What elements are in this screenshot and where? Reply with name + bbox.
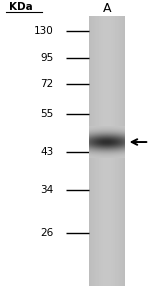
Text: 130: 130 [33,26,53,36]
Text: KDa: KDa [9,1,33,12]
Text: 55: 55 [40,109,53,119]
Bar [89,16,124,286]
Text: 43: 43 [40,147,53,158]
Text: 26: 26 [40,228,53,238]
Text: 95: 95 [40,53,53,63]
Text: 34: 34 [40,185,53,195]
Text: A: A [103,2,111,16]
Text: 72: 72 [40,79,53,89]
